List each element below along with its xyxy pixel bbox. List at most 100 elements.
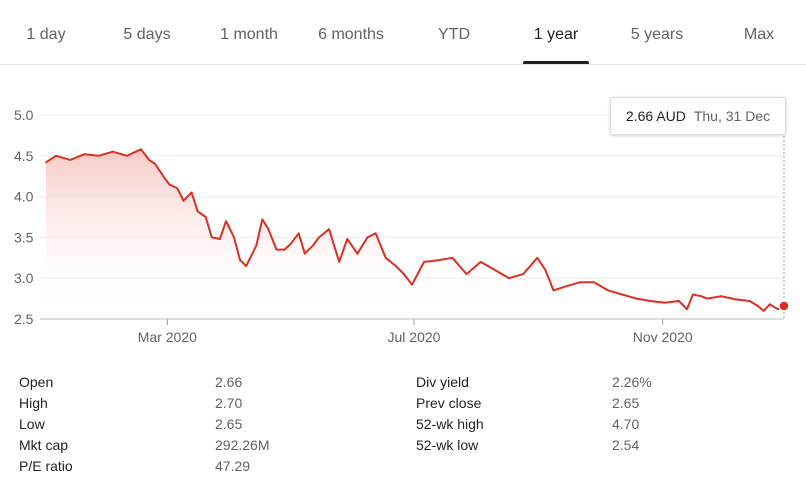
stat-label: Div yield (416, 374, 469, 390)
price-point (225, 220, 227, 222)
price-tooltip: 2.66 AUD Thu, 31 Dec (610, 97, 786, 135)
price-point (734, 298, 737, 301)
price-point (374, 232, 377, 235)
stat-row-pe-ratio: P/E ratio 47.29 (19, 456, 250, 477)
range-tabs: 1 day 5 days 1 month 6 months YTD 1 year… (0, 0, 806, 65)
tab-ytd[interactable]: YTD (438, 26, 470, 43)
price-point (338, 261, 340, 263)
stats-right: Div yield 2.26% Prev close 2.65 52-wk high… (416, 372, 652, 456)
price-point (552, 289, 555, 292)
price-point (356, 252, 359, 255)
price-point (366, 236, 369, 239)
price-point (777, 308, 779, 311)
price-point (219, 238, 221, 240)
tab-6-months[interactable]: 6 months (318, 26, 384, 43)
price-point (69, 159, 72, 161)
price-point (384, 257, 387, 259)
stat-row-high: High 2.70 (19, 393, 242, 414)
price-point (148, 159, 150, 161)
price-point (403, 273, 405, 275)
stat-row-div-yield: Div yield 2.26% (416, 372, 652, 393)
price-point (762, 310, 765, 312)
price-point (451, 257, 454, 259)
price-point (578, 281, 581, 284)
price-point (328, 228, 330, 231)
price-point (210, 236, 213, 239)
tab-1-month[interactable]: 1 month (220, 26, 278, 43)
tab-5-years[interactable]: 5 years (630, 26, 684, 43)
price-point (522, 273, 524, 275)
stat-label: 52-wk high (416, 416, 484, 432)
stat-value: 2.66 (215, 374, 243, 390)
stat-label: P/E ratio (19, 458, 73, 474)
stat-value: 292.26M (215, 437, 270, 453)
price-point (289, 243, 292, 245)
price-point (176, 187, 179, 190)
price-point (494, 269, 496, 271)
tab-max[interactable]: Max (743, 26, 775, 43)
active-tab-indicator (523, 61, 589, 64)
tab-5-days[interactable]: 5 days (123, 26, 171, 43)
price-point (692, 293, 694, 296)
price-point (162, 175, 165, 177)
price-point (111, 150, 114, 153)
price-point (437, 259, 440, 262)
price-point (706, 297, 708, 300)
price-chart[interactable]: 5.0 4.5 4.0 3.5 3.0 2.5 Mar 2020 Jul 2020 Nov 20… (0, 64, 806, 354)
tab-1-year[interactable]: 1 year (533, 26, 579, 43)
price-point (663, 301, 666, 304)
current-price-marker (778, 300, 790, 312)
y-tick-label: 4.0 (14, 189, 34, 205)
stat-row-prev-close: Prev close 2.65 (416, 393, 639, 414)
price-point (411, 283, 413, 286)
tooltip-date: Thu, 31 Dec (693, 108, 771, 124)
price-point (182, 199, 185, 202)
price-point (83, 153, 86, 155)
y-tick-label: 5.0 (14, 107, 34, 123)
price-point (748, 300, 751, 302)
stats-left: Open 2.66 High 2.70 Low 2.65 Mkt cap 292.26M… (19, 372, 269, 477)
stat-label: Open (19, 374, 54, 390)
price-point (593, 281, 595, 284)
price-point (55, 155, 57, 157)
price-point (621, 293, 624, 296)
y-tick-label: 3.0 (14, 270, 34, 286)
x-tick-label: Nov 2020 (633, 329, 693, 345)
price-point (318, 236, 320, 239)
x-tick-label: Jul 2020 (388, 329, 441, 345)
stat-row-52wk-low: 52-wk low 2.54 (416, 435, 639, 456)
tab-1-day[interactable]: 1 day (26, 26, 66, 43)
price-point (479, 261, 482, 263)
stat-value: 47.29 (215, 458, 251, 474)
price-point (190, 191, 193, 194)
stat-label: High (19, 395, 48, 411)
stat-row-open: Open 2.66 (19, 372, 242, 393)
stat-value: 2.65 (612, 395, 640, 411)
price-point (304, 252, 306, 255)
stat-value: 2.70 (215, 395, 243, 411)
stat-row-mkt-cap: Mkt cap 292.26M (19, 435, 269, 456)
price-point (394, 265, 397, 267)
price-point (678, 300, 680, 302)
price-point (635, 297, 638, 300)
price-point (544, 269, 547, 271)
price-point (465, 273, 468, 275)
y-tick-label: 3.5 (14, 229, 34, 245)
price-point (126, 155, 128, 157)
stat-label: Low (19, 416, 45, 432)
price-point (154, 163, 156, 165)
price-point (649, 300, 652, 302)
price-point (508, 277, 510, 279)
stat-value: 4.70 (612, 416, 640, 432)
stat-row-52wk-high: 52-wk high 4.70 (416, 414, 639, 435)
price-point (346, 238, 349, 240)
price-point (283, 248, 286, 251)
stat-value: 2.54 (612, 437, 640, 453)
stat-value: 2.26% (612, 374, 652, 390)
y-tick-label: 2.5 (14, 311, 34, 327)
price-point (45, 161, 47, 164)
price-point (168, 183, 171, 186)
stat-label: 52-wk low (416, 437, 479, 453)
price-point (261, 218, 264, 221)
price-point (204, 216, 207, 218)
